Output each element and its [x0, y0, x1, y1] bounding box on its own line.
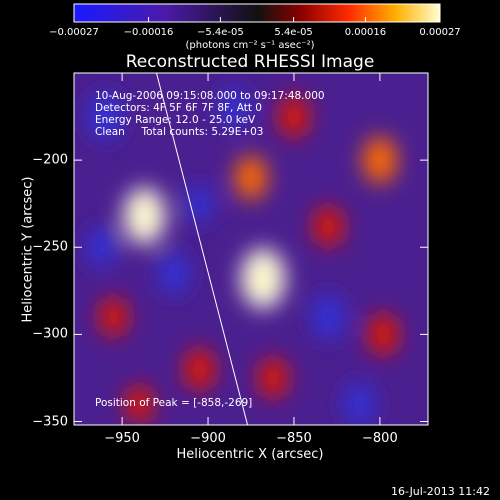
- colorbar-tick-label: −5.4e-05: [197, 27, 244, 38]
- y-axis-label: Heliocentric Y (arcsec): [20, 176, 36, 323]
- colorbar-tick-label: 0.00016: [344, 27, 387, 38]
- source-14: [312, 294, 345, 340]
- annotation-time-range: 10-Aug-2006 09:15:08.000 to 09:17:48.000: [95, 90, 325, 102]
- y-tick-label: −200: [32, 152, 68, 168]
- colorbar-tick-label: −0.00016: [123, 27, 174, 38]
- plot-background: [74, 73, 428, 425]
- source-15: [219, 87, 249, 128]
- colorbar-ticks: [73, 17, 441, 22]
- y-tick-label: −250: [32, 239, 68, 255]
- solar-limb-line: [156, 73, 249, 425]
- source-5: [99, 297, 128, 337]
- annotation-detectors: Detectors: 4F 5F 6F 7F 8F, Att 0: [95, 102, 262, 114]
- colorbar-tick-label: 0.00027: [419, 27, 461, 38]
- annotation-total-counts: Clean Total counts: 5.29E+03: [95, 126, 264, 138]
- x-tick-label: −850: [276, 431, 312, 446]
- x-tick-label: −950: [104, 431, 140, 446]
- source-17: [87, 227, 116, 268]
- colorbar-tick-label: 5.4e-05: [274, 27, 313, 38]
- y-tick-label: −300: [32, 326, 68, 342]
- source-12: [158, 252, 190, 295]
- colorbar-tick-label: −0.00027: [49, 27, 99, 38]
- source-11: [87, 93, 123, 141]
- peak-position-label: Position of Peak = [-858,-269]: [95, 397, 253, 409]
- heatmap-sources: [87, 87, 399, 425]
- source-16: [343, 382, 375, 425]
- source-2: [234, 155, 268, 200]
- timestamp: 16-Jul-2013 11:42: [390, 485, 490, 498]
- y-tick-label: −350: [32, 414, 68, 429]
- source-7: [258, 357, 289, 399]
- source-4: [313, 205, 344, 247]
- source-8: [362, 136, 397, 184]
- colorbar: [73, 3, 441, 23]
- x-tick-label: −800: [362, 431, 398, 446]
- source-9: [367, 313, 399, 356]
- chart-title: Reconstructed RHESSI Image: [125, 52, 375, 72]
- x-tick-label: −900: [190, 431, 226, 446]
- x-axis-label: Heliocentric X (arcsec): [176, 447, 324, 462]
- source-6: [184, 348, 215, 391]
- plot-frame: [73, 72, 429, 426]
- colorbar-units: (photons cm⁻² s⁻¹ asec⁻²): [185, 40, 315, 51]
- source-10: [125, 384, 154, 424]
- source-3: [278, 95, 310, 138]
- source-core-0: [134, 201, 155, 231]
- annotation-energy-range: Energy Range: 12.0 - 25.0 keV: [95, 114, 256, 126]
- source-core-1: [252, 263, 275, 294]
- axis-ticks: [74, 73, 428, 425]
